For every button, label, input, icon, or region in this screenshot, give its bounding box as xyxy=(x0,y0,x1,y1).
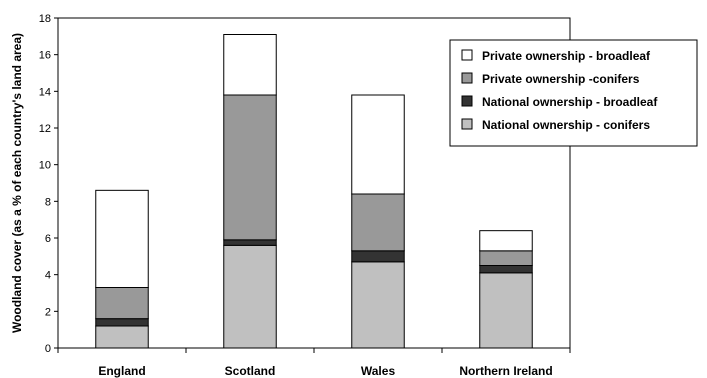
y-tick-label-0: 0 xyxy=(45,343,51,355)
category-label-3: Northern Ireland xyxy=(459,364,552,378)
category-label-0: England xyxy=(98,364,145,378)
bar-0-series-0 xyxy=(95,325,149,349)
legend-box xyxy=(449,39,698,147)
x-axis: England Scotland Wales Northern Ireland xyxy=(57,348,571,378)
bar-3-series-2 xyxy=(479,250,533,266)
y-axis: 0 2 4 6 8 10 12 14 16 18 xyxy=(39,13,58,355)
y-tick-label-3: 6 xyxy=(45,233,51,245)
bar-1-series-3 xyxy=(223,34,277,96)
bar-1-series-0 xyxy=(223,244,277,349)
bar-3-series-3 xyxy=(479,230,533,252)
legend-swatch-2 xyxy=(461,72,473,84)
y-axis-title: Woodland cover (as a % of each country's… xyxy=(10,33,24,333)
legend-swatch-3 xyxy=(461,49,473,61)
bars-group xyxy=(95,34,533,349)
bar-2-series-3 xyxy=(351,94,405,195)
legend-swatch-1 xyxy=(461,95,473,107)
bar-0-series-1 xyxy=(95,318,149,327)
category-label-1: Scotland xyxy=(225,364,276,378)
bar-3-series-1 xyxy=(479,265,533,274)
legend-label-0: National ownership - conifers xyxy=(482,118,650,132)
bar-1-series-2 xyxy=(223,94,277,241)
legend-label-3: Private ownership - broadleaf xyxy=(482,49,651,63)
y-tick-label-7: 14 xyxy=(39,86,51,98)
y-tick-label-2: 4 xyxy=(45,270,51,282)
bar-2-series-1 xyxy=(351,250,405,263)
bar-2-series-0 xyxy=(351,261,405,349)
y-tick-label-1: 2 xyxy=(45,306,51,318)
category-label-2: Wales xyxy=(361,364,396,378)
legend-label-1: National ownership - broadleaf xyxy=(482,95,658,109)
bar-0-series-2 xyxy=(95,287,149,320)
y-tick-label-4: 8 xyxy=(45,196,51,208)
y-tick-label-8: 16 xyxy=(39,50,51,62)
y-tick-label-6: 12 xyxy=(39,123,51,135)
bar-1-series-1 xyxy=(223,239,277,246)
y-tick-label-5: 10 xyxy=(39,160,51,172)
y-tick-label-9: 18 xyxy=(39,13,51,25)
bar-2-series-2 xyxy=(351,193,405,252)
legend-swatch-0 xyxy=(461,118,473,130)
bar-0-series-3 xyxy=(95,189,149,288)
bar-3-series-0 xyxy=(479,272,533,349)
legend-label-2: Private ownership -conifers xyxy=(482,72,640,86)
legend: Private ownership - broadleaf Private own… xyxy=(449,39,698,147)
